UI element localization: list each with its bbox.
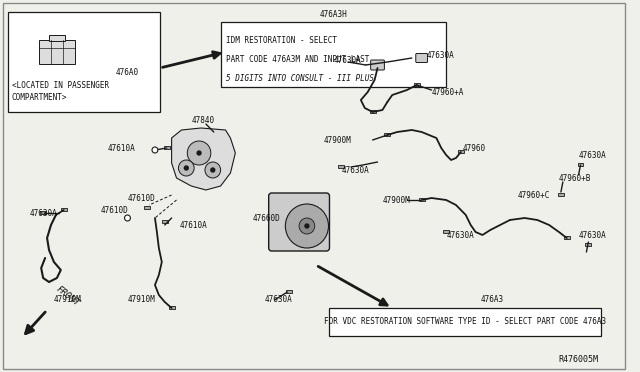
Text: R476005M: R476005M — [558, 356, 598, 365]
Circle shape — [285, 204, 328, 248]
Bar — [49, 35, 65, 41]
Text: FRONT: FRONT — [54, 284, 81, 308]
Text: 47630A: 47630A — [333, 55, 361, 64]
Text: 47630A: 47630A — [265, 295, 292, 305]
Bar — [40, 211, 46, 214]
Text: 47610D: 47610D — [127, 193, 156, 202]
Circle shape — [152, 147, 158, 153]
Bar — [169, 306, 175, 309]
Bar — [61, 208, 67, 211]
Text: 47960+C: 47960+C — [518, 190, 550, 199]
Bar — [586, 243, 591, 246]
Text: 47900M: 47900M — [383, 196, 410, 205]
Bar — [8, 12, 160, 112]
FancyBboxPatch shape — [371, 60, 385, 70]
Bar — [144, 206, 150, 209]
Text: 476A3H: 476A3H — [319, 10, 348, 19]
Text: 47840: 47840 — [191, 115, 214, 125]
Text: 47610A: 47610A — [179, 221, 207, 230]
Circle shape — [205, 162, 221, 178]
Text: 47610D: 47610D — [101, 205, 129, 215]
Text: 47630A: 47630A — [579, 151, 606, 160]
Bar — [577, 163, 584, 166]
Text: 47910M: 47910M — [54, 295, 82, 305]
Text: 47960+A: 47960+A — [431, 87, 464, 96]
Circle shape — [188, 141, 211, 165]
Bar — [458, 150, 464, 153]
Circle shape — [305, 224, 309, 228]
Polygon shape — [172, 128, 236, 190]
FancyBboxPatch shape — [269, 193, 330, 251]
Circle shape — [125, 215, 131, 221]
Circle shape — [197, 151, 201, 155]
Circle shape — [184, 166, 188, 170]
Bar — [339, 164, 344, 168]
Text: 47660D: 47660D — [253, 214, 281, 222]
Bar — [221, 22, 446, 87]
Bar — [414, 83, 420, 86]
Text: 47630A: 47630A — [341, 166, 369, 174]
Bar — [162, 219, 168, 222]
Text: COMPARTMENT>: COMPARTMENT> — [12, 93, 67, 102]
Bar — [385, 132, 390, 136]
Text: 47900M: 47900M — [324, 135, 351, 144]
Text: 47960: 47960 — [463, 144, 486, 153]
Text: 47630A: 47630A — [29, 208, 57, 218]
Bar — [444, 230, 449, 232]
Circle shape — [211, 168, 215, 172]
Bar — [39, 40, 74, 64]
Bar — [564, 235, 570, 238]
Text: 476A3: 476A3 — [481, 295, 504, 305]
Text: 47630A: 47630A — [579, 231, 606, 240]
Bar — [328, 308, 601, 336]
Text: 47610A: 47610A — [108, 144, 136, 153]
Text: 47910M: 47910M — [127, 295, 156, 305]
Text: PART CODE 476A3M AND INPUT LAST: PART CODE 476A3M AND INPUT LAST — [225, 55, 369, 64]
Text: 476A0: 476A0 — [116, 67, 139, 77]
Text: 47630A: 47630A — [446, 231, 474, 240]
FancyBboxPatch shape — [416, 54, 428, 62]
Bar — [164, 145, 170, 148]
Bar — [419, 198, 424, 201]
Circle shape — [179, 160, 194, 176]
Circle shape — [299, 218, 315, 234]
Text: IDM RESTORATION - SELECT: IDM RESTORATION - SELECT — [225, 36, 337, 45]
Text: FOR VDC RESTORATION SOFTWARE TYPE ID - SELECT PART CODE 476A3: FOR VDC RESTORATION SOFTWARE TYPE ID - S… — [324, 317, 606, 327]
Text: 5 DIGITS INTO CONSULT - III PLUS: 5 DIGITS INTO CONSULT - III PLUS — [225, 74, 374, 83]
Bar — [370, 110, 376, 113]
Bar — [558, 193, 564, 196]
Bar — [286, 289, 292, 293]
Text: 47630A: 47630A — [427, 51, 454, 60]
Text: <LOCATED IN PASSENGER: <LOCATED IN PASSENGER — [12, 80, 109, 90]
Text: 47960+B: 47960+B — [559, 173, 591, 183]
